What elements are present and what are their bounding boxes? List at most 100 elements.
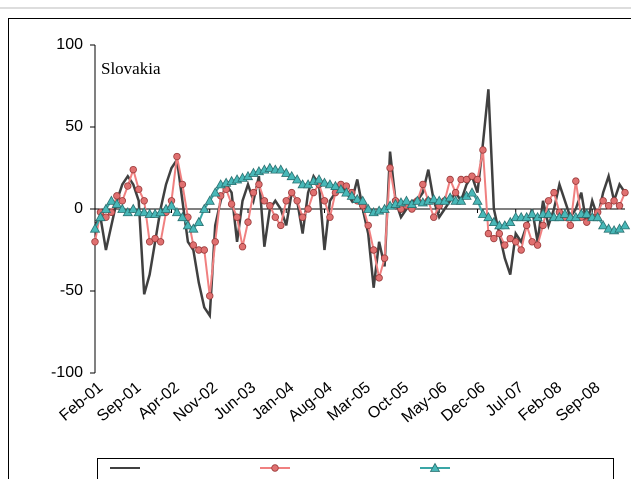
data-point [193, 216, 204, 227]
data-point [204, 195, 215, 205]
data-point [352, 193, 363, 204]
x-tick-label: Sep-01 [94, 379, 145, 425]
data-point [199, 203, 210, 213]
data-point [281, 167, 292, 177]
data-point [200, 246, 208, 254]
data-point [326, 213, 334, 221]
data-point [293, 197, 301, 205]
data-point [483, 211, 494, 222]
data-point [451, 188, 460, 197]
data-point [429, 462, 441, 472]
data-point [335, 184, 347, 194]
data-point [444, 192, 456, 202]
data-point [91, 238, 99, 246]
data-point [118, 197, 127, 205]
data-point [455, 195, 467, 205]
data-point [313, 174, 325, 184]
data-point [260, 197, 269, 205]
data-point [528, 238, 536, 246]
data-point [89, 223, 101, 233]
x-tick-label: Mar-05 [324, 379, 374, 425]
data-point [227, 200, 236, 208]
data-point [128, 203, 139, 213]
data-point [550, 188, 558, 197]
x-tick-label: Nov-02 [171, 379, 222, 425]
data-point [505, 216, 516, 227]
data-point [599, 197, 607, 205]
y-tick-label: -100 [51, 364, 83, 381]
data-point [124, 182, 132, 190]
data-point [177, 211, 188, 222]
data-point [495, 229, 504, 238]
data-point [604, 202, 613, 210]
data-point [363, 203, 374, 213]
y-tick-label: 100 [56, 36, 83, 53]
data-point [106, 195, 117, 205]
data-point [375, 274, 383, 282]
data-point [341, 187, 352, 197]
data-point [189, 241, 198, 249]
data-point [462, 175, 471, 184]
data-point [173, 152, 181, 161]
data-point [330, 180, 341, 190]
y-tick-label: 50 [65, 118, 83, 135]
data-point [488, 216, 500, 227]
x-tick-label: Aug-04 [285, 379, 336, 425]
data-point [100, 203, 112, 213]
data-point [621, 188, 629, 197]
data-point [526, 208, 538, 218]
data-point [386, 164, 394, 172]
data-point [275, 164, 286, 174]
data-point [369, 246, 378, 254]
data-point [592, 211, 603, 222]
data-point [304, 205, 312, 213]
data-point [501, 241, 509, 249]
data-point [206, 292, 214, 300]
data-point [211, 238, 219, 246]
data-point [255, 180, 263, 189]
data-point [603, 223, 614, 233]
data-point [319, 177, 330, 187]
data-point [182, 220, 194, 230]
data-point [288, 188, 296, 197]
data-point [539, 221, 547, 230]
data-point [138, 206, 150, 217]
data-point [380, 254, 389, 262]
data-point [145, 238, 154, 246]
data-point [401, 195, 412, 205]
data-point [619, 220, 631, 230]
data-point [419, 180, 427, 189]
data-point [171, 206, 183, 217]
data-point [113, 192, 121, 200]
y-tick-label: -50 [60, 282, 83, 299]
data-point [286, 170, 297, 181]
data-point [512, 238, 520, 246]
data-point [446, 175, 454, 184]
data-point [477, 208, 489, 218]
data-point [320, 197, 329, 205]
data-point [156, 238, 165, 246]
data-point [244, 218, 252, 226]
data-point [151, 234, 159, 243]
x-tick-label: Sep-08 [553, 379, 604, 425]
data-point [233, 213, 241, 221]
data-point [615, 202, 624, 210]
data-point [357, 195, 368, 205]
data-point [484, 229, 493, 238]
legend-box [97, 458, 614, 479]
data-point [466, 187, 478, 197]
data-point [472, 195, 483, 205]
data-point [111, 198, 123, 208]
x-tick-label: Jun-03 [211, 379, 259, 424]
data-point [188, 223, 199, 233]
x-tick-label: Dec-06 [438, 379, 489, 425]
data-point [298, 213, 307, 221]
data-point [479, 146, 487, 154]
data-point [271, 213, 280, 221]
data-point [490, 234, 498, 243]
data-point [291, 174, 303, 184]
data-point [572, 177, 580, 185]
data-point [517, 246, 525, 254]
data-point [522, 221, 531, 230]
